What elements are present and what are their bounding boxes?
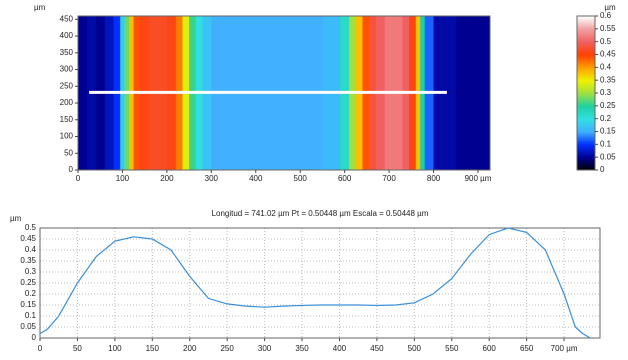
colorbar-tick-label: 0.25 bbox=[600, 101, 616, 110]
y-tick-label: 350 bbox=[60, 48, 74, 57]
y-tick-label: 0.3 bbox=[25, 267, 37, 276]
x-tick-label: 350 bbox=[295, 344, 309, 353]
x-tick-label: 300 bbox=[205, 174, 219, 183]
colorbar-tick-label: 0.55 bbox=[600, 24, 616, 33]
colorbar-tick-label: 0.6 bbox=[600, 11, 612, 20]
colorbar-tick-label: 0.05 bbox=[600, 152, 616, 161]
colorbar-tick-label: 0 bbox=[600, 165, 605, 174]
colorbar-tick-label: 0.1 bbox=[600, 139, 612, 148]
x-tick-label: 250 bbox=[220, 344, 234, 353]
y-tick-label: 150 bbox=[60, 115, 74, 124]
x-tick-label: 700 µm bbox=[551, 344, 578, 353]
y-tick-label: 450 bbox=[60, 14, 74, 23]
y-tick-label: 0.2 bbox=[25, 289, 37, 298]
y-tick-label: 400 bbox=[60, 31, 74, 40]
y-unit: µm bbox=[34, 3, 46, 12]
x-tick-label: 500 bbox=[408, 344, 422, 353]
y-tick-label: 0.25 bbox=[20, 278, 36, 287]
y-tick-label: 0 bbox=[69, 165, 74, 174]
y-tick-label: 0.35 bbox=[20, 256, 36, 265]
colorbar-tick-label: 0.5 bbox=[600, 37, 612, 46]
colorbar-tick-label: 0.4 bbox=[600, 62, 612, 71]
y-tick-label: 0.1 bbox=[25, 311, 37, 320]
x-tick-label: 400 bbox=[333, 344, 347, 353]
x-tick-label: 900 µm bbox=[465, 174, 492, 183]
x-tick-label: 0 bbox=[76, 174, 81, 183]
heat-column bbox=[78, 16, 87, 170]
heat-column bbox=[456, 16, 479, 170]
x-tick-label: 100 bbox=[116, 174, 130, 183]
screen: µm µm Longitud = 741.02 µm Pt = 0.50448 … bbox=[0, 0, 628, 360]
y-tick-label: 250 bbox=[60, 81, 74, 90]
x-tick-label: 600 bbox=[483, 344, 497, 353]
x-tick-label: 450 bbox=[370, 344, 384, 353]
x-tick-label: 150 bbox=[146, 344, 160, 353]
x-tick-label: 200 bbox=[160, 174, 174, 183]
y-tick-label: 0.4 bbox=[25, 245, 37, 254]
x-tick-label: 300 bbox=[258, 344, 272, 353]
y-tick-label: 0.45 bbox=[20, 234, 36, 243]
y-tick-label: 50 bbox=[64, 148, 73, 157]
heat-column bbox=[478, 16, 491, 170]
colorbar-tick-label: 0.3 bbox=[600, 88, 612, 97]
x-tick-label: 500 bbox=[294, 174, 308, 183]
colorbar-tick-label: 0.2 bbox=[600, 114, 612, 123]
x-tick-label: 650 bbox=[520, 344, 534, 353]
y-tick-label: 300 bbox=[60, 65, 74, 74]
y-tick-label: 200 bbox=[60, 98, 74, 107]
y-tick-label: 0.5 bbox=[25, 223, 37, 232]
y-tick-label: 0.15 bbox=[20, 300, 36, 309]
x-tick-label: 700 bbox=[382, 174, 396, 183]
x-tick-label: 550 bbox=[445, 344, 459, 353]
x-tick-label: 600 bbox=[338, 174, 352, 183]
y-tick-label: 100 bbox=[60, 132, 74, 141]
y-tick-label: 0.05 bbox=[20, 322, 36, 331]
x-tick-label: 400 bbox=[249, 174, 263, 183]
x-tick-label: 100 bbox=[108, 344, 122, 353]
y-tick-label: 0 bbox=[32, 333, 37, 342]
x-tick-label: 0 bbox=[38, 344, 43, 353]
colorbar-tick-label: 0.45 bbox=[600, 50, 616, 59]
profile-curve bbox=[40, 228, 590, 338]
colorbar-tick-label: 0.35 bbox=[600, 75, 616, 84]
x-tick-label: 800 bbox=[427, 174, 441, 183]
y-unit: µm bbox=[10, 214, 22, 223]
x-tick-label: 50 bbox=[73, 344, 82, 353]
colorbar-tick-label: 0.15 bbox=[600, 127, 616, 136]
x-tick-label: 200 bbox=[183, 344, 197, 353]
subtitle: Longitud = 741.02 µm Pt = 0.50448 µm Esc… bbox=[212, 209, 429, 218]
